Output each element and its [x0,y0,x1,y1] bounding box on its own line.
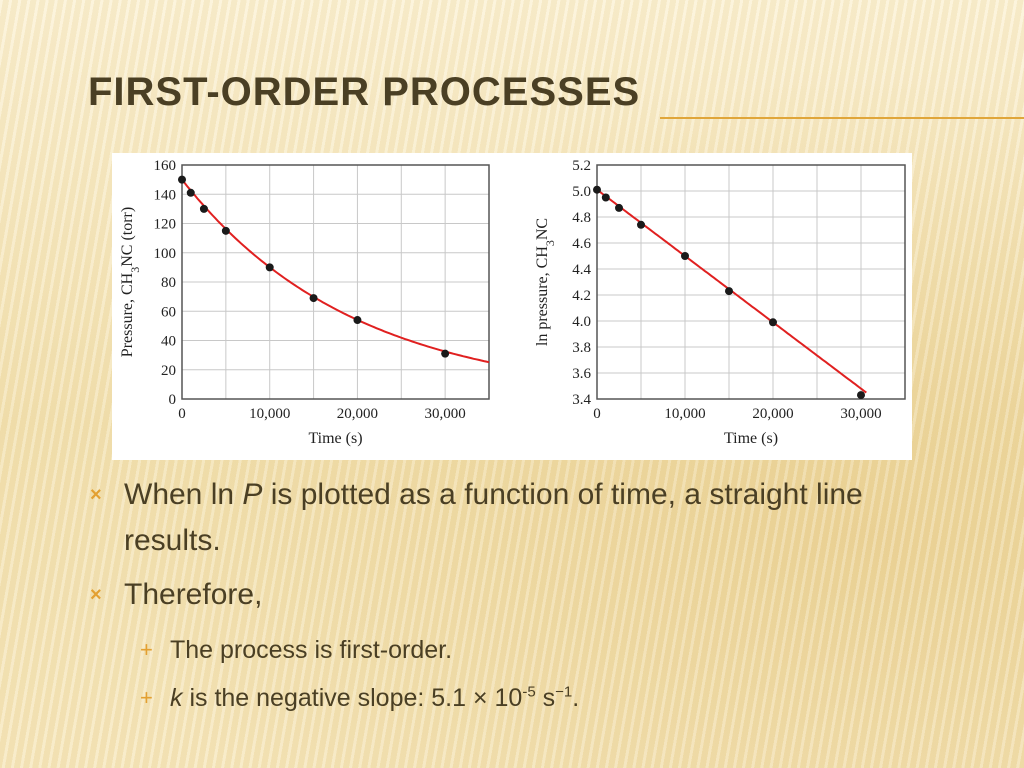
y-tick-label: 160 [154,158,177,174]
slide-title: FIRST-ORDER PROCESSES [88,70,641,114]
data-point [681,252,689,260]
y-tick-label: 100 [154,246,177,262]
slope-exponent: -5 [522,683,536,701]
y-tick-label: 4.4 [572,262,591,278]
slope-unit-exponent: −1 [555,683,573,701]
data-point [309,294,318,303]
bullet-1-text-start: When ln [124,478,243,511]
y-tick-label: 5.0 [572,184,591,200]
x-tick-label: 30,000 [840,406,881,422]
rate-constant-symbol: k [170,684,183,712]
data-point [857,391,865,400]
data-point [725,287,733,296]
data-point [593,185,601,194]
y-tick-label: 0 [169,392,177,408]
y-tick-label: 120 [154,217,177,233]
y-tick-label: 140 [154,187,177,203]
figure-panel: 0 20 40 60 80 100 120 140 160 0 10,000 20,000 30,000… [112,153,912,460]
x-tick-label: 10,000 [664,406,705,422]
plot-frame [596,164,906,400]
y-tick-label: 3.4 [572,392,591,408]
data-point [769,318,777,327]
data-point [265,263,274,272]
y-tick-label: 4.8 [572,210,591,226]
x-tick-label: 10,000 [249,406,290,422]
data-point [178,175,186,184]
x-tick-label: 0 [593,406,601,422]
data-point [353,316,362,325]
slope-text: is the negative slope: 5.1 × 10 [182,684,523,712]
slope-end: . [572,684,580,712]
data-point [637,220,645,229]
x-tick-label: 30,000 [425,406,466,422]
data-point [615,203,623,212]
y-tick-label: 3.6 [572,366,591,382]
sub-bullet-item-1: + The process is first-order. [88,626,948,674]
y-axis-label: ln pressure, CH3NC [534,218,557,346]
title-underline [660,117,1024,119]
bullet-marker-icon: × [90,584,102,606]
data-point [221,226,230,235]
sub-bullet-marker-icon: + [140,685,153,710]
slope-unit: s [535,684,556,712]
plot-frame [181,164,490,400]
y-tick-label: 5.2 [572,158,591,174]
y-tick-label: 20 [161,363,176,379]
x-axis-label: Time (s) [308,430,362,447]
bullet-1-text-end: is plotted as a function of time, a stra… [124,478,863,557]
data-point [601,193,610,202]
bullet-item-2: × Therefore, [88,572,948,618]
x-tick-label: 20,000 [337,406,378,422]
data-point [186,188,195,197]
bullet-marker-icon: × [90,484,102,506]
data-point [199,204,208,213]
pressure-decay-curve [181,178,490,364]
x-tick-label: 20,000 [752,406,793,422]
bullet-1-symbol-p: P [242,478,263,511]
y-tick-label: 60 [161,304,176,320]
y-tick-label: 4.0 [572,314,591,330]
y-tick-label: 40 [161,334,176,350]
bullet-item-1: × When ln P is plotted as a function of … [88,472,948,564]
charts-figure: 0 20 40 60 80 100 120 140 160 0 10,000 20,000 30,000… [119,158,906,447]
sub-bullet-1-text: The process is first-order. [170,636,453,664]
bullet-list: × When ln P is plotted as a function of … [88,472,948,722]
y-tick-label: 4.6 [572,236,591,252]
bullet-2-text: Therefore, [124,578,263,611]
y-axis-label: Pressure, CH3NC (torr) [119,207,142,357]
y-tick-label: 4.2 [572,288,591,304]
sub-bullet-marker-icon: + [140,637,153,662]
sub-bullet-item-2: + k is the negative slope: 5.1 × 10-5 s−… [88,674,948,722]
y-tick-label: 80 [161,275,176,291]
x-tick-label: 0 [178,406,186,422]
data-point [441,349,450,358]
y-tick-label: 3.8 [572,340,591,356]
x-axis-label: Time (s) [724,430,778,447]
